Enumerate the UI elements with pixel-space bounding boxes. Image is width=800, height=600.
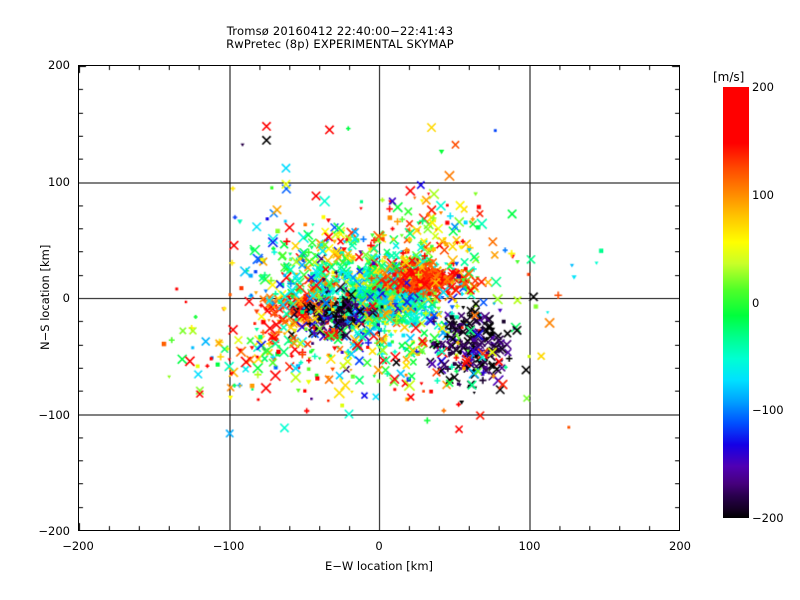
scatter-plot-canvas [79, 66, 679, 530]
y-tick-label: 100 [48, 174, 70, 189]
x-tick-label: 0 [375, 539, 383, 553]
colorbar [723, 87, 749, 518]
x-tick-label: −200 [62, 539, 94, 553]
title-line-2: RwPretec (8p) EXPERIMENTAL SKYMAP [226, 37, 454, 51]
colorbar-tick-label: −200 [752, 511, 784, 525]
colorbar-tick-label: 200 [752, 80, 774, 94]
y-tick-label: −100 [38, 407, 70, 422]
x-tick-label: 200 [669, 539, 691, 553]
y-tick-label: −200 [38, 524, 70, 538]
x-tick-label: −100 [212, 539, 245, 553]
x-axis-label: E−W location [km] [324, 559, 434, 573]
y-tick-label: 0 [62, 291, 70, 305]
title-line-1: Tromsø 20160412 22:40:00−22:41:43 [226, 24, 454, 38]
colorbar-tick-label: 100 [752, 187, 774, 202]
x-tick-label: 100 [518, 539, 541, 553]
colorbar-tick-label: 0 [752, 295, 760, 310]
plot-title: Tromsø 20160412 22:40:00−22:41:43 RwPret… [0, 25, 680, 51]
plot-area [78, 65, 680, 531]
y-tick-label: 200 [48, 58, 70, 72]
colorbar-tick-label: −100 [752, 403, 784, 418]
colorbar-units-label: [m/s] [713, 70, 745, 84]
